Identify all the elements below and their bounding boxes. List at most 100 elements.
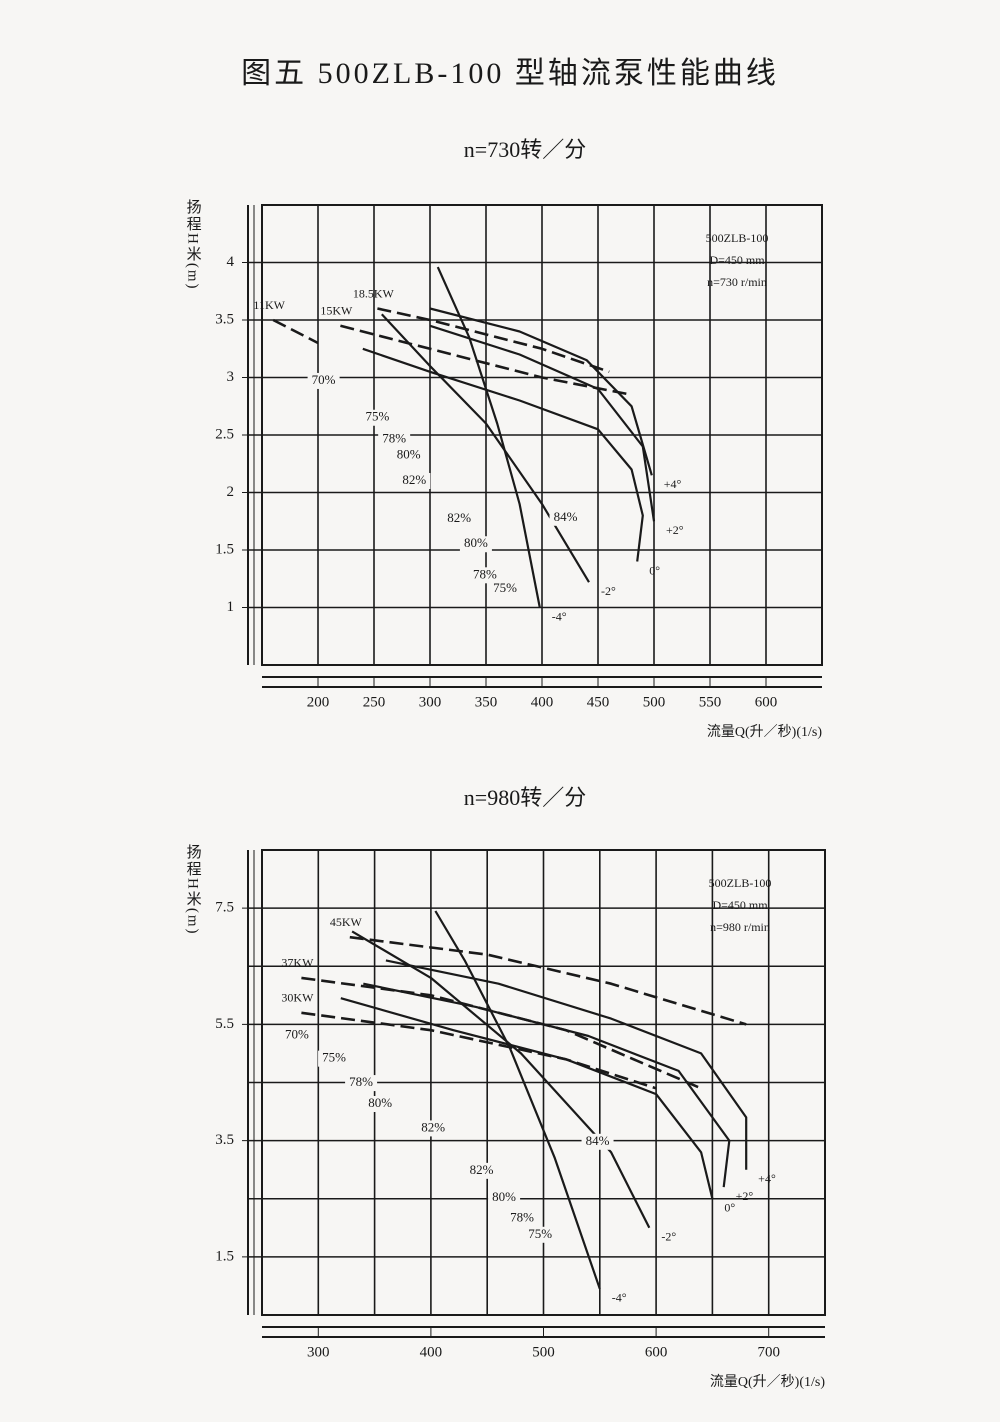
- curve-label: +4°: [664, 477, 682, 491]
- x-tick-label: 500: [643, 694, 666, 710]
- curve-label: 11KW: [253, 298, 285, 312]
- y-tick-label: 1.5: [215, 541, 234, 557]
- label-bg: [280, 1027, 313, 1044]
- efficiency-label: 80%: [397, 447, 421, 462]
- x-tick-label: 200: [307, 694, 330, 710]
- label-bg: [378, 431, 411, 448]
- curve: [377, 307, 610, 374]
- curve: [349, 935, 747, 1026]
- label-bg: [364, 1096, 397, 1113]
- label-bg: [459, 536, 492, 553]
- label-bg: [549, 509, 582, 526]
- curve-label: 0°: [724, 1201, 735, 1215]
- curve-label: 30KW: [281, 991, 314, 1005]
- curve: [380, 313, 590, 583]
- efficiency-label: 82%: [447, 510, 471, 525]
- y-axis-label: 扬程H米(m): [185, 199, 202, 291]
- label-bg: [392, 447, 425, 464]
- efficiency-label: 70%: [312, 372, 336, 387]
- x-tick-label: 300: [307, 1344, 330, 1360]
- curve-label: 0°: [649, 563, 660, 577]
- y-tick-label: 2: [227, 484, 235, 500]
- x-tick-label: 400: [420, 1344, 443, 1360]
- label-bg: [398, 473, 431, 489]
- curve-label: -2°: [601, 584, 616, 598]
- efficiency-label: 84%: [554, 509, 578, 524]
- curve: [362, 347, 644, 562]
- label-bg: [488, 1190, 521, 1207]
- x-axis-label: 流量Q(升／秒)(1/s): [710, 1374, 825, 1390]
- page-title: 图五 500ZLB-100 型轴流泵性能曲线: [241, 57, 779, 90]
- y-tick-label: 5.5: [215, 1016, 234, 1032]
- label-bg: [489, 581, 522, 598]
- curve: [434, 910, 601, 1290]
- curve: [351, 930, 651, 1229]
- efficiency-label: 80%: [492, 1189, 516, 1204]
- y-tick-label: 1.5: [215, 1248, 234, 1264]
- efficiency-label: 80%: [368, 1095, 392, 1110]
- label-bg: [524, 1226, 557, 1243]
- curve-label: 15KW: [320, 304, 353, 318]
- curve-label: -4°: [612, 1291, 627, 1305]
- curve: [363, 982, 731, 1188]
- curve: [340, 997, 714, 1200]
- curve-label: +2°: [666, 523, 684, 537]
- x-tick-label: 250: [363, 694, 386, 710]
- label-bg: [345, 1075, 378, 1092]
- efficiency-label: 70%: [285, 1026, 309, 1041]
- curve-label: -2°: [661, 1230, 676, 1244]
- efficiency-label: 82%: [402, 472, 426, 487]
- x-tick-label: 350: [475, 694, 498, 710]
- efficiency-label: 78%: [349, 1074, 373, 1089]
- curve: [301, 1011, 657, 1090]
- label-bg: [307, 372, 340, 389]
- x-tick-label: 500: [532, 1344, 555, 1360]
- x-tick-label: 600: [755, 694, 778, 710]
- info-text: n=980 r/min: [710, 920, 770, 934]
- y-tick-label: 4: [227, 254, 235, 270]
- chart-title: n=980转／分: [464, 785, 586, 810]
- label-bg: [318, 1050, 351, 1067]
- label-bg: [361, 409, 394, 426]
- info-text: n=730 r/min: [707, 275, 767, 289]
- info-text: D=450 mm: [709, 253, 765, 267]
- y-tick-label: 7.5: [215, 900, 234, 916]
- y-tick-label: 2.5: [215, 426, 234, 442]
- y-tick-label: 3: [227, 369, 235, 385]
- curve-label: 37KW: [281, 956, 314, 970]
- info-text: 500ZLB-100: [709, 876, 772, 890]
- x-tick-label: 300: [419, 694, 442, 710]
- x-tick-label: 600: [645, 1344, 668, 1360]
- efficiency-label: 84%: [586, 1133, 610, 1148]
- label-bg: [443, 510, 476, 527]
- efficiency-label: 78%: [382, 431, 406, 446]
- curve-label: +4°: [758, 1171, 776, 1185]
- curve: [385, 959, 748, 1170]
- curve: [301, 976, 702, 1090]
- curve-label: 18.5KW: [353, 286, 395, 300]
- chart-title: n=730转／分: [464, 137, 586, 162]
- efficiency-label: 82%: [421, 1119, 445, 1134]
- x-tick-label: 700: [757, 1344, 780, 1360]
- curve: [429, 307, 653, 476]
- x-axis-label: 流量Q(升／秒)(1/s): [707, 724, 822, 740]
- efficiency-label: 75%: [322, 1050, 346, 1065]
- y-tick-label: 1: [227, 599, 235, 615]
- label-bg: [465, 1162, 498, 1179]
- efficiency-label: 75%: [493, 580, 517, 595]
- x-tick-label: 400: [531, 694, 554, 710]
- efficiency-label: 75%: [365, 409, 389, 424]
- curve: [272, 318, 319, 345]
- curve: [340, 324, 632, 397]
- info-text: D=450 mm: [712, 898, 768, 912]
- efficiency-label: 78%: [473, 566, 497, 581]
- y-tick-label: 3.5: [215, 311, 234, 327]
- curve-label: 45KW: [330, 915, 363, 929]
- x-tick-label: 450: [587, 694, 610, 710]
- label-bg: [581, 1133, 614, 1150]
- label-bg: [468, 567, 501, 584]
- efficiency-label: 82%: [470, 1162, 494, 1177]
- curve-label: -4°: [552, 609, 567, 623]
